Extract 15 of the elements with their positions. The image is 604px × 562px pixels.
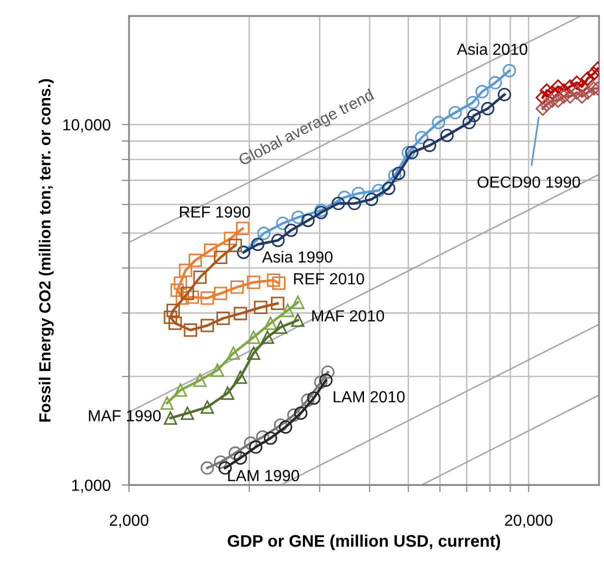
y-tick-label: 10,000 (63, 119, 110, 132)
annotation: REF 2010 (294, 273, 364, 284)
annotation: REF 1990 (180, 206, 250, 218)
y-tick-label: 1,000 (72, 480, 110, 493)
annotation: Asia 2010 (456, 43, 528, 55)
annotation: Asia 1990 (262, 250, 332, 263)
annotation: MAF 1990 (88, 410, 161, 422)
x-tick-label: 2,000 (110, 514, 148, 528)
y-axis-title: Fossil Energy CO2 (million ton; terr. or cons.) (38, 79, 54, 422)
annotation: LAM 2010 (334, 391, 405, 402)
x-tick-label: 20,000 (505, 514, 552, 528)
annotation: OECD90 1990 (478, 176, 580, 188)
annotation: LAM 1990 (228, 470, 300, 482)
x-axis-title: GDP or GNE (million USD, current) (228, 534, 500, 550)
annotation: MAF 2010 (312, 310, 384, 322)
